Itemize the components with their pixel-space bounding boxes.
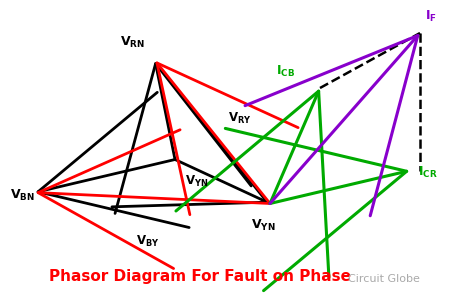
Text: $\mathbf{V_{RY}}$: $\mathbf{V_{RY}}$ (228, 111, 251, 126)
Text: $\mathbf{V_{YN}}$: $\mathbf{V_{YN}}$ (250, 218, 275, 233)
Text: Phasor Diagram For Fault on Phase: Phasor Diagram For Fault on Phase (49, 269, 350, 284)
Text: $\mathbf{V_{BN}}$: $\mathbf{V_{BN}}$ (10, 188, 35, 203)
Text: $\mathbf{V_{YN}}$: $\mathbf{V_{YN}}$ (185, 174, 208, 189)
Text: $\mathbf{V_{BY}}$: $\mathbf{V_{BY}}$ (136, 234, 159, 249)
Text: $\mathbf{I_{F}}$: $\mathbf{I_{F}}$ (424, 9, 436, 24)
Text: $\mathbf{I_{CB}}$: $\mathbf{I_{CB}}$ (275, 64, 294, 79)
Text: Circuit Globe: Circuit Globe (347, 274, 419, 284)
Text: $\mathbf{V_{RN}}$: $\mathbf{V_{RN}}$ (120, 34, 145, 50)
Text: $\mathbf{I_{CR}}$: $\mathbf{I_{CR}}$ (417, 165, 437, 180)
